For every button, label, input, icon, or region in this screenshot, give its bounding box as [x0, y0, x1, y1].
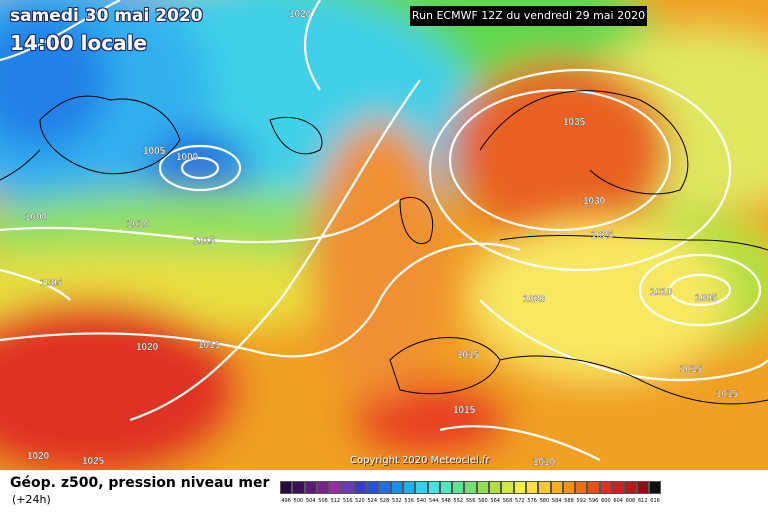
isobar-label: 1025: [82, 456, 105, 467]
scale-label: 588: [564, 498, 574, 504]
scale-label: 584: [551, 498, 562, 504]
scale-swatch: [587, 481, 600, 494]
scale-swatch: [341, 481, 354, 494]
scale-swatch: [366, 481, 379, 494]
map-title: Géop. z500, pression niveau mer: [10, 475, 270, 491]
isobar-label: 1020: [289, 9, 312, 20]
scale-swatch: [415, 481, 428, 494]
scale-swatch: [353, 481, 367, 494]
scale-swatch: [513, 481, 526, 494]
scale-label: 504: [305, 498, 316, 504]
lead-time: (+24h): [12, 493, 51, 506]
isobar-label: 1000: [25, 212, 48, 223]
scale-swatch: [464, 481, 477, 494]
scale-swatch: [390, 481, 403, 494]
scale-swatch: [316, 481, 330, 494]
scale-swatch: [439, 481, 453, 494]
isobar-label: 1010: [533, 457, 556, 468]
isobar-label: 1025: [591, 230, 614, 241]
scale-swatch: [624, 481, 637, 494]
scale-swatch: [636, 481, 649, 494]
scale-label: 552: [453, 498, 464, 504]
scale-label: 516: [342, 498, 353, 504]
isobar-label: 1005: [40, 278, 63, 289]
scale-label: 556: [465, 498, 476, 504]
weather-map: 1020 1005 1000 1000 1010 1015 1005 1020 …: [0, 0, 768, 470]
isobar-label: 1005: [695, 293, 718, 304]
scale-label: 616: [650, 498, 660, 504]
color-scale-labels: 496 500 504 508 512 516 520 524 528 532 536 540 544 5…: [280, 498, 661, 504]
scale-label: 580: [539, 498, 550, 504]
scale-swatch: [525, 481, 539, 494]
footer-legend: Géop. z500, pression niveau mer (+24h) 4…: [0, 470, 768, 512]
isobar-label: 1000: [176, 152, 199, 163]
isobar-label: 1010: [127, 219, 150, 230]
isobar-label: 1015: [680, 364, 703, 375]
isobar-label: 1015: [716, 389, 739, 400]
scale-label: 544: [428, 498, 439, 504]
coastlines: [0, 90, 768, 405]
isobar-label: 1015: [453, 405, 476, 416]
forecast-time: 14:00 locale: [10, 31, 147, 55]
scale-label: 500: [293, 498, 304, 504]
scale-label: 540: [416, 498, 427, 504]
scale-swatch: [550, 481, 563, 494]
scale-label: 524: [367, 498, 377, 504]
scale-label: 600: [601, 498, 611, 504]
scale-swatch: [402, 481, 416, 494]
scale-swatch: [612, 481, 625, 494]
isobar-label: 1030: [583, 196, 606, 207]
isobar-label: 1015: [193, 236, 216, 247]
scale-swatch: [501, 481, 514, 494]
scale-label: 596: [588, 498, 599, 504]
scale-swatch: [304, 481, 317, 494]
isobar-label: 1020: [523, 294, 546, 305]
scale-swatch: [378, 481, 391, 494]
isobar-label: 1020: [136, 342, 159, 353]
isobar-label: 1015: [457, 350, 480, 361]
scale-swatch: [489, 481, 502, 494]
scale-swatch: [280, 481, 293, 494]
isobar-label: 1010: [650, 287, 673, 298]
isobar-labels: 1020 1005 1000 1000 1010 1015 1005 1020 …: [25, 9, 718, 468]
scale-swatch: [538, 481, 551, 494]
forecast-date: samedi 30 mai 2020: [10, 6, 203, 26]
scale-swatch: [329, 481, 342, 494]
scale-label: 568: [502, 498, 513, 504]
scale-label: 532: [392, 498, 402, 504]
scale-label: 560: [478, 498, 488, 504]
isobar-label: 1035: [563, 117, 586, 128]
scale-label: 520: [355, 498, 365, 504]
isobar-label: 1015: [198, 340, 221, 351]
scale-label: 512: [330, 498, 341, 504]
scale-swatch: [562, 481, 576, 494]
scale-swatch: [575, 481, 588, 494]
scale-swatch: [452, 481, 465, 494]
scale-swatch: [427, 481, 440, 494]
scale-swatch: [292, 481, 305, 494]
isobar-label: 1020: [27, 451, 50, 462]
scale-label: 592: [576, 498, 587, 504]
run-info-box: Run ECMWF 12Z du vendredi 29 mai 2020: [410, 6, 647, 26]
scale-label: 496: [281, 498, 291, 504]
scale-swatch: [476, 481, 490, 494]
copyright-notice: Copyright 2020 Meteociel.fr: [350, 455, 490, 466]
scale-label: 608: [625, 498, 636, 504]
scale-label: 572: [515, 498, 525, 504]
scale-label: 576: [527, 498, 537, 504]
scale-label: 508: [318, 498, 328, 504]
scale-swatch: [648, 481, 662, 494]
geopotential-field: [0, 0, 768, 470]
scale-label: 564: [490, 498, 500, 504]
scale-label: 536: [404, 498, 414, 504]
color-scale: [280, 481, 662, 494]
isobar-label: 1005: [143, 146, 166, 157]
scale-label: 548: [441, 498, 451, 504]
scale-swatch: [599, 481, 613, 494]
scale-label: 528: [379, 498, 390, 504]
scale-label: 604: [613, 498, 623, 504]
isobars: [0, 0, 768, 460]
scale-label: 612: [637, 498, 648, 504]
